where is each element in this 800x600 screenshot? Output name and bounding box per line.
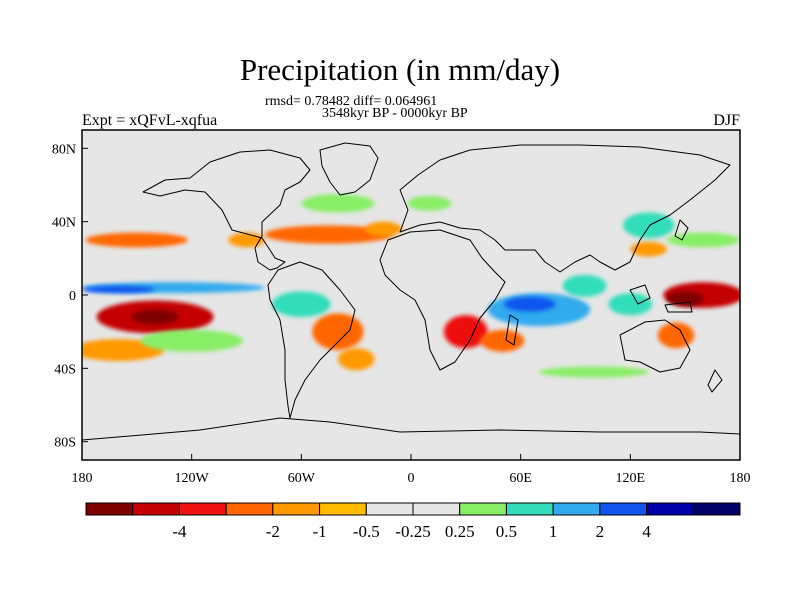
colorbar-label: -1 [312, 522, 326, 541]
south-america-coast [267, 261, 356, 419]
period-subtitle: 3548kyr BP - 0000kyr BP [322, 106, 468, 121]
y-tick-label: 40N [52, 216, 76, 231]
colorbar-box [365, 502, 414, 516]
anomaly-north-pacific-west-dry [630, 241, 667, 257]
x-tick-label: 120W [175, 471, 210, 486]
colorbar-label: 1 [549, 522, 558, 541]
australia-coast [619, 319, 691, 373]
colorbar-label: -0.5 [353, 522, 380, 541]
new-zealand-coast [707, 369, 723, 393]
north-america-coast [142, 149, 311, 271]
anomaly-indian-ocean-wet-core [504, 296, 556, 312]
anomaly-central-pacific-dry-core [131, 309, 179, 325]
colorbar-label: -0.25 [395, 522, 430, 541]
anomaly-north-atlantic-dry-east [365, 221, 402, 237]
y-axis: 80N 40N 0 40S 80S [52, 142, 88, 451]
anomaly-europe-wet [407, 196, 452, 211]
x-tick-label: 0 [408, 471, 415, 486]
africa-coast [379, 229, 506, 371]
colorbar-box [552, 502, 601, 516]
madagascar-coast [505, 314, 519, 346]
colorbar-box [178, 502, 227, 516]
colorbar-box [272, 502, 321, 516]
anomaly-north-pacific-dry [85, 232, 189, 248]
x-tick-label: 180 [72, 471, 93, 486]
y-tick-label: 40S [54, 362, 76, 377]
anomaly-north-atlantic-dry [264, 225, 393, 244]
colorbar: -4 -2 -1 -0.5 -0.25 0.25 0.5 1 2 4 [85, 502, 741, 541]
anomaly-south-atlantic-dry [337, 348, 375, 371]
coastlines [82, 142, 740, 441]
colorbar-box [85, 502, 134, 516]
colorbar-box [599, 502, 648, 516]
colorbar-label: -4 [172, 522, 187, 541]
anomaly-south-america-dry [312, 313, 364, 350]
experiment-label: Expt = xQFvL-xqfua [82, 112, 218, 129]
colorbar-box [459, 502, 507, 516]
colorbar-label: -2 [266, 522, 280, 541]
colorbar-label: 4 [642, 522, 651, 541]
colorbar-box [412, 502, 461, 516]
y-tick-label: 80N [52, 142, 76, 157]
japan-coast [674, 219, 689, 241]
y-tick-label: 80S [54, 436, 76, 451]
anomaly-north-pacific-wet [666, 232, 740, 248]
colorbar-label: 0.5 [496, 522, 517, 541]
anomaly-north-atlantic-wet [301, 194, 375, 213]
season-label: DJF [713, 112, 740, 129]
colorbar-box [505, 502, 554, 516]
anomaly-south-pacific-wet [140, 329, 243, 352]
x-tick-label: 60E [509, 471, 532, 486]
anomaly-australia-dry [657, 322, 695, 349]
anomaly-southern-africa-dry [443, 315, 488, 349]
x-axis: 180 120W 60W 0 60E 120E 180 [72, 454, 751, 486]
colorbar-box [692, 502, 741, 516]
colorbar-box [319, 502, 367, 516]
chart-title: Precipitation (in mm/day) [239, 52, 561, 87]
anomaly-equatorial-pacific-wet-core [82, 285, 156, 294]
colorbar-box [646, 502, 694, 516]
x-tick-label: 60W [288, 471, 316, 486]
eurasia-coast [399, 144, 731, 273]
anomaly-west-pacific-dry-core [666, 291, 704, 306]
greenland-coast [319, 142, 379, 196]
x-tick-label: 120E [616, 471, 646, 486]
colorbar-label: 2 [596, 522, 605, 541]
anomaly-bay-of-bengal-wet [562, 274, 607, 297]
anomaly-maritime-wet [608, 293, 653, 316]
antarctica-coast [82, 417, 740, 441]
y-tick-label: 0 [69, 289, 76, 304]
colorbar-box [132, 502, 180, 516]
new-guinea-coast [664, 301, 693, 313]
rmsd-diff-text: rmsd= 0.78482 diff= 0.064961 [265, 94, 438, 109]
anomaly-madagascar-dry [480, 329, 525, 352]
x-tick-label: 180 [730, 471, 751, 486]
anomaly-southern-ocean-wet [538, 366, 649, 378]
borneo-coast [629, 284, 651, 305]
colorbar-label: 0.25 [445, 522, 475, 541]
colorbar-box [225, 502, 274, 516]
anomaly-layer [82, 194, 740, 378]
anomaly-amazon-wet [272, 291, 331, 317]
